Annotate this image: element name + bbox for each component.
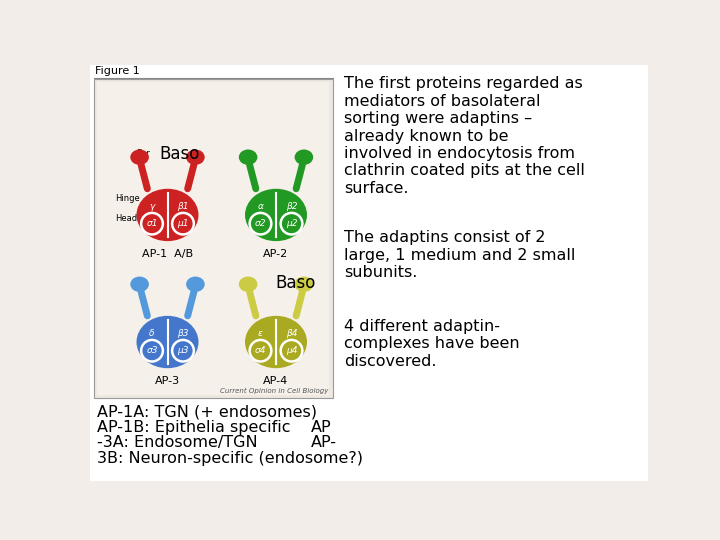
Text: Figure 1: Figure 1 (96, 65, 140, 76)
Ellipse shape (239, 276, 258, 292)
Ellipse shape (137, 189, 199, 241)
FancyBboxPatch shape (90, 65, 648, 481)
Text: σ3: σ3 (146, 346, 158, 355)
Text: -3A: Endosome/TGN: -3A: Endosome/TGN (97, 435, 258, 450)
Text: β1: β1 (177, 202, 189, 211)
Text: ε: ε (258, 329, 263, 338)
Text: σ1: σ1 (146, 219, 158, 228)
Ellipse shape (245, 189, 307, 241)
Ellipse shape (294, 276, 313, 292)
FancyBboxPatch shape (94, 79, 333, 398)
Text: α: α (258, 202, 264, 211)
Ellipse shape (186, 150, 204, 165)
Text: AP-4: AP-4 (264, 376, 289, 386)
Text: μ2: μ2 (286, 219, 297, 228)
Text: γ: γ (149, 202, 155, 211)
Text: σ4: σ4 (255, 346, 266, 355)
Ellipse shape (245, 316, 307, 368)
Text: The first proteins regarded as
mediators of basolateral
sorting were adaptins –
: The first proteins regarded as mediators… (344, 76, 585, 195)
Ellipse shape (294, 150, 313, 165)
Text: AP-2: AP-2 (264, 249, 289, 259)
Ellipse shape (130, 276, 149, 292)
Text: β2: β2 (286, 202, 297, 211)
FancyBboxPatch shape (97, 82, 330, 395)
Text: β4: β4 (286, 329, 297, 338)
Ellipse shape (239, 150, 258, 165)
Text: μ4: μ4 (286, 346, 297, 355)
Text: Current Opinion in Cell Biology: Current Opinion in Cell Biology (220, 388, 328, 394)
Text: AP-1  A/B: AP-1 A/B (142, 249, 193, 259)
Text: β3: β3 (177, 329, 189, 338)
Text: δ: δ (149, 329, 155, 338)
Text: μ3: μ3 (177, 346, 189, 355)
Text: AP-1B: Epithelia specific: AP-1B: Epithelia specific (97, 420, 290, 435)
Text: Hinge: Hinge (114, 193, 140, 202)
Text: AP: AP (311, 420, 331, 435)
Text: μ1: μ1 (177, 219, 189, 228)
Text: 3B: Neuron-specific (endosome?): 3B: Neuron-specific (endosome?) (97, 450, 363, 465)
Text: AP-3: AP-3 (155, 376, 180, 386)
Text: Ear: Ear (136, 149, 150, 158)
Text: Baso: Baso (159, 145, 199, 164)
Text: Head: Head (114, 214, 137, 224)
Text: The adaptins consist of 2
large, 1 medium and 2 small
subunits.: The adaptins consist of 2 large, 1 mediu… (344, 231, 575, 280)
Text: AP-1A: TGN (+ endosomes): AP-1A: TGN (+ endosomes) (97, 404, 317, 420)
Text: AP-: AP- (311, 435, 337, 450)
Text: Baso: Baso (275, 274, 315, 292)
Text: σ2: σ2 (255, 219, 266, 228)
Ellipse shape (130, 150, 149, 165)
Ellipse shape (186, 276, 204, 292)
Text: 4 different adaptin-
complexes have been
discovered.: 4 different adaptin- complexes have been… (344, 319, 520, 369)
Ellipse shape (137, 316, 199, 368)
